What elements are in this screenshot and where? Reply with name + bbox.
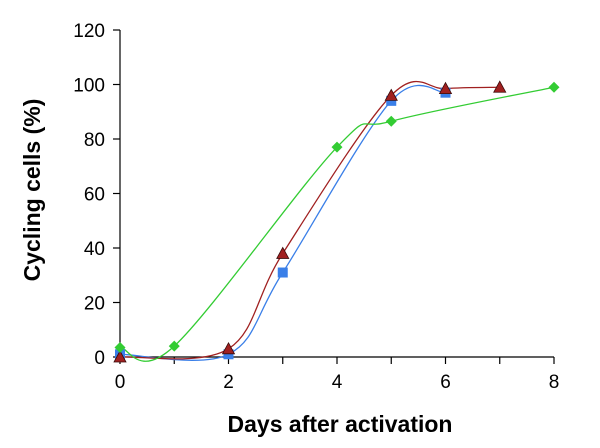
data-point	[277, 267, 288, 278]
y-tick-label: 80	[84, 130, 105, 151]
y-axis: 0 20 40 60 80 100 120	[73, 21, 121, 369]
data-point	[223, 349, 234, 360]
markers-square	[115, 87, 451, 360]
markers-triangle	[113, 80, 507, 363]
data-point	[493, 80, 507, 93]
y-tick-label: 40	[84, 239, 105, 260]
x-tick-label: 0	[115, 372, 126, 393]
series-square	[119, 84, 446, 361]
y-tick-label: 60	[84, 185, 105, 206]
x-tick-label: 6	[440, 372, 451, 393]
y-tick-label: 100	[73, 76, 105, 97]
data-point	[548, 81, 560, 93]
y-tick-label: 120	[73, 21, 105, 42]
data-point	[276, 246, 290, 259]
series-line	[119, 86, 555, 362]
data-point	[221, 341, 236, 355]
y-ticks: 0 20 40 60 80 100 120	[73, 21, 120, 369]
x-axis-title: Days after activation	[228, 411, 453, 437]
series-diamond	[119, 86, 555, 362]
data-point	[168, 340, 180, 352]
y-tick-label: 0	[94, 348, 105, 369]
series-line	[119, 84, 446, 361]
series-group	[113, 80, 560, 363]
y-tick-label: 20	[84, 294, 105, 315]
series-triangle	[119, 81, 500, 360]
y-axis-title: Cycling cells (%)	[19, 99, 45, 282]
x-tick-label: 8	[549, 372, 560, 393]
x-ticks: 0 2 4 6 8	[115, 357, 560, 393]
data-point	[385, 115, 397, 127]
data-point	[113, 350, 127, 363]
data-point	[331, 141, 343, 153]
data-point	[114, 341, 126, 353]
data-point	[386, 95, 397, 106]
series-line	[119, 81, 500, 360]
markers-diamond	[114, 81, 560, 353]
x-tick-label: 4	[332, 372, 343, 393]
data-point	[438, 81, 453, 94]
data-point	[384, 88, 398, 101]
x-axis: 0 2 4 6 8	[115, 356, 560, 393]
x-tick-label: 2	[223, 372, 234, 393]
